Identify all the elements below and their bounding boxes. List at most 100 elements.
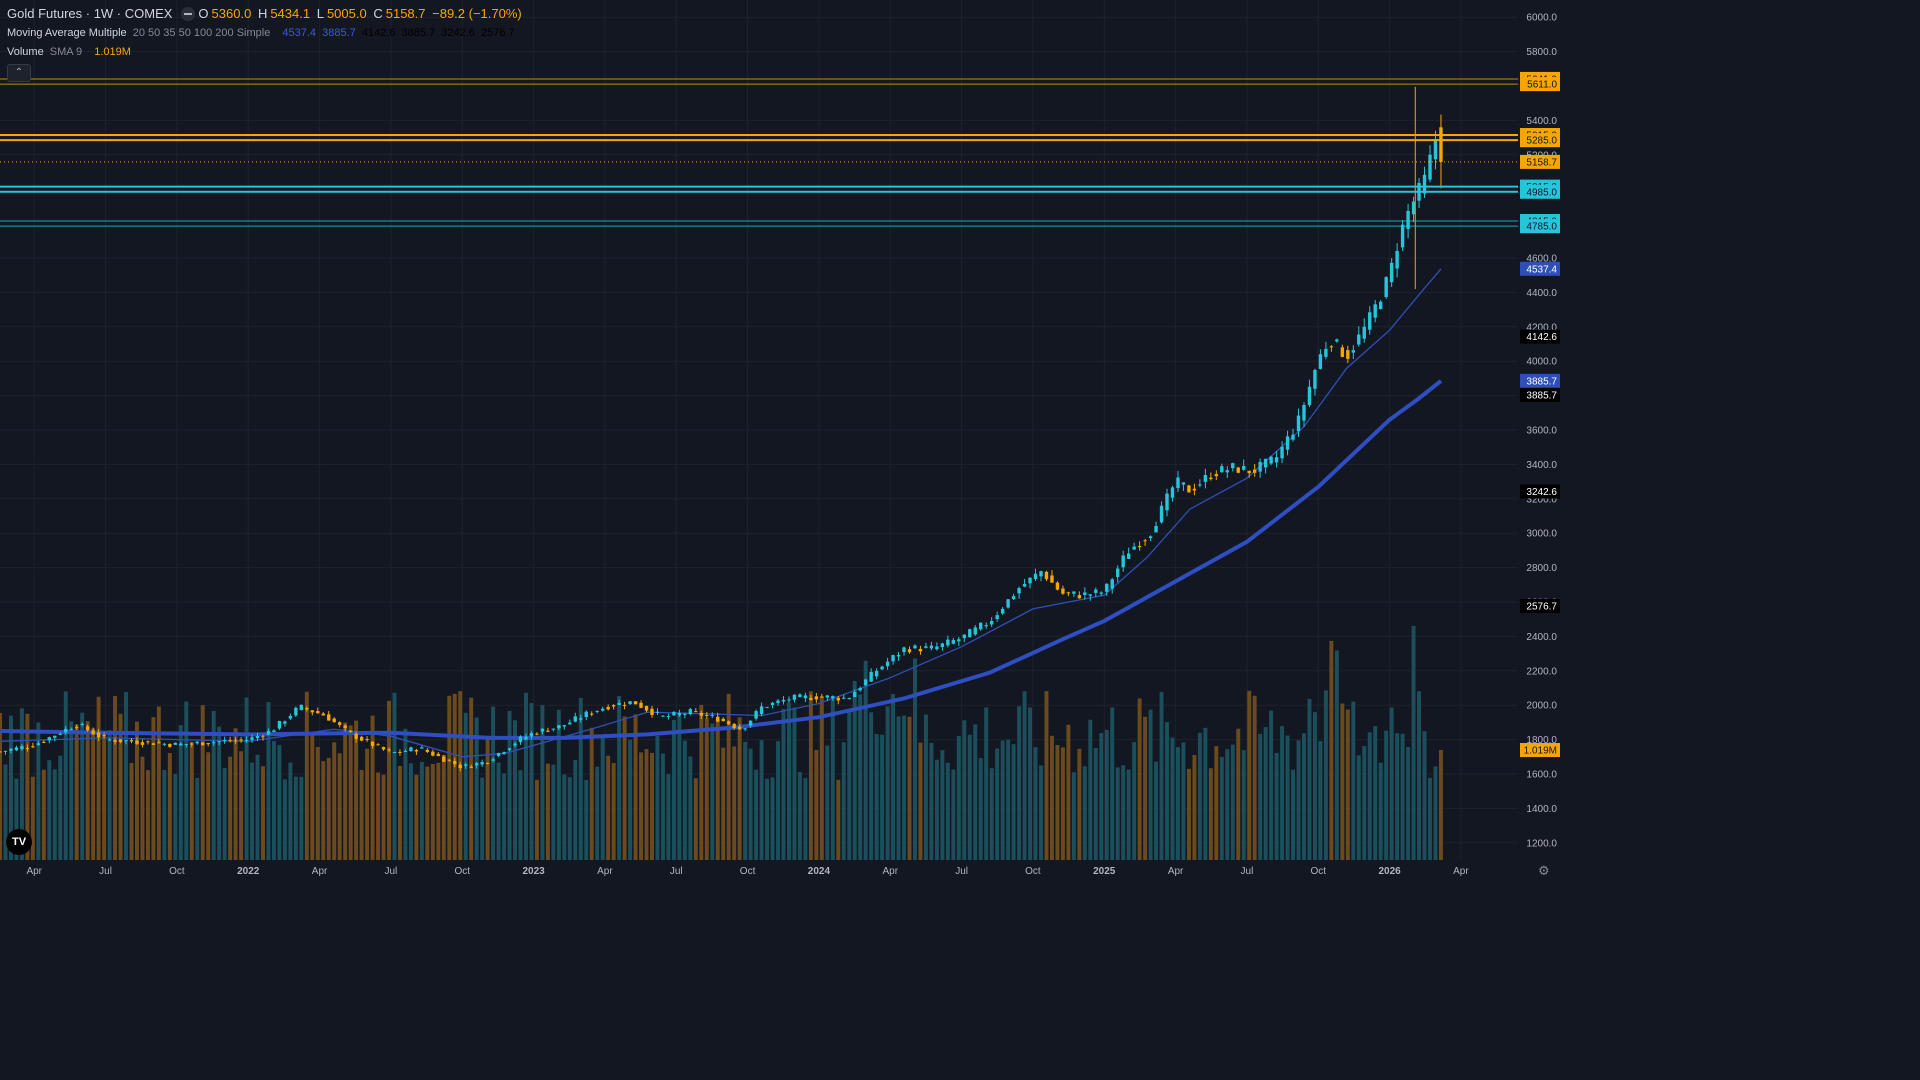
volume-bar [1329, 640, 1334, 860]
level-price-tag-bg [1520, 77, 1560, 92]
candle-body [151, 743, 156, 745]
candle-body [1335, 339, 1339, 342]
volume-bar [923, 714, 928, 860]
volume-bar [469, 697, 474, 860]
volume-bar [1137, 698, 1142, 860]
candle-body [924, 646, 928, 648]
volume-bar [414, 774, 419, 860]
candle-body [1236, 467, 1240, 473]
candle-body [535, 733, 539, 735]
candle-body [162, 743, 167, 745]
chevron-up-icon[interactable]: ⌃ [7, 64, 31, 82]
candle-body [595, 710, 599, 712]
ma-legend[interactable]: Moving Average Multiple 20 50 35 50 100 … [7, 27, 518, 39]
candle-body [995, 615, 999, 620]
candle-body [847, 698, 851, 700]
candle-body [381, 747, 386, 750]
volume-bar [491, 706, 496, 860]
volume-bar [250, 762, 255, 860]
volume-bar [1269, 710, 1274, 860]
volume-bar [376, 772, 381, 860]
candle-body [1269, 456, 1273, 464]
volume-bar [63, 691, 68, 860]
candle-body [984, 625, 988, 627]
volume-bar [217, 726, 222, 860]
volume-bar [441, 754, 446, 860]
volume-bar [1132, 742, 1137, 860]
candle-body [716, 716, 720, 722]
price-chart[interactable]: 1200.0 1400.0 1600.0 1800.0 2000.0 2200.0 2400… [0, 0, 1568, 882]
volume-bar [222, 767, 227, 860]
volume-bar [1345, 709, 1350, 860]
candle-body [1072, 591, 1076, 594]
y-axis-tick-label: 3200.0 [1526, 494, 1557, 505]
volume-bar [359, 769, 364, 860]
candle-body [1170, 487, 1175, 498]
volume-bar [1148, 709, 1153, 860]
ma-value-5: 3242.6 [441, 27, 475, 39]
volume-title: Volume [7, 46, 44, 58]
volume-bar [463, 712, 468, 860]
level-price-tag: 5611.0 [1527, 80, 1557, 91]
volume-bar [293, 776, 298, 860]
candle-body [387, 749, 391, 751]
candle-body [1439, 127, 1443, 162]
volume-bar [682, 740, 687, 860]
candle-body [173, 742, 178, 745]
volume-bar [1263, 727, 1268, 860]
volume-bar [1258, 733, 1263, 860]
candle-body [288, 716, 293, 719]
candle-body [1077, 595, 1082, 599]
eye-icon[interactable] [181, 7, 196, 21]
open-value: 5360.0 [211, 6, 252, 21]
volume-bar [288, 762, 293, 860]
level-price-tag: 4985.0 [1526, 187, 1557, 198]
candle-body [650, 708, 654, 715]
volume-bar [96, 696, 101, 860]
candle-body [1346, 350, 1350, 359]
volume-bar [666, 774, 671, 860]
candle-body [683, 713, 687, 715]
candle-body [557, 725, 561, 729]
candle-body [1154, 526, 1158, 533]
ma-price-tag: 4537.4 [1526, 264, 1557, 275]
candle-body [809, 698, 813, 700]
candle-body [1105, 583, 1109, 592]
candle-body [1400, 224, 1405, 248]
ma-price-tag-bg [1520, 387, 1560, 402]
volume-bar [167, 752, 172, 860]
close-label: C [373, 6, 383, 21]
level-price-tag: 5285.0 [1526, 136, 1557, 147]
candle-body [1280, 446, 1284, 459]
candle-body [732, 723, 736, 729]
volume-legend[interactable]: Volume SMA 9 1.019M [7, 46, 134, 58]
candle-body [102, 735, 106, 737]
candle-body [239, 739, 243, 741]
volume-bar [748, 748, 753, 860]
y-axis-tick-label: 4000.0 [1526, 357, 1557, 368]
candle-body [600, 708, 605, 711]
tradingview-logo-icon[interactable]: TV [6, 829, 32, 855]
volume-bar [1214, 746, 1219, 860]
volume-bar [1121, 765, 1126, 860]
ma-price-tag-bg [1520, 484, 1560, 499]
volume-bar [485, 736, 490, 860]
candle-body [135, 740, 139, 744]
candle-body [858, 688, 862, 691]
volume-bar [995, 748, 1000, 860]
volume-bar [1181, 742, 1186, 860]
volume-bar [1175, 747, 1180, 860]
candle-body [31, 746, 35, 748]
gear-icon[interactable]: ⚙ [1538, 863, 1550, 878]
candle-body [53, 735, 57, 738]
candle-body [633, 701, 638, 705]
volume-bar [271, 741, 276, 860]
volume-bar [1225, 749, 1230, 860]
volume-bar [880, 734, 885, 860]
volume-bar [507, 710, 512, 860]
candle-body [935, 646, 939, 650]
symbol-title[interactable]: Gold Futures · 1W · COMEX [7, 6, 173, 21]
y-axis-tick-label: 4200.0 [1526, 322, 1557, 333]
candle-body [206, 743, 210, 745]
candle-body [272, 730, 276, 732]
